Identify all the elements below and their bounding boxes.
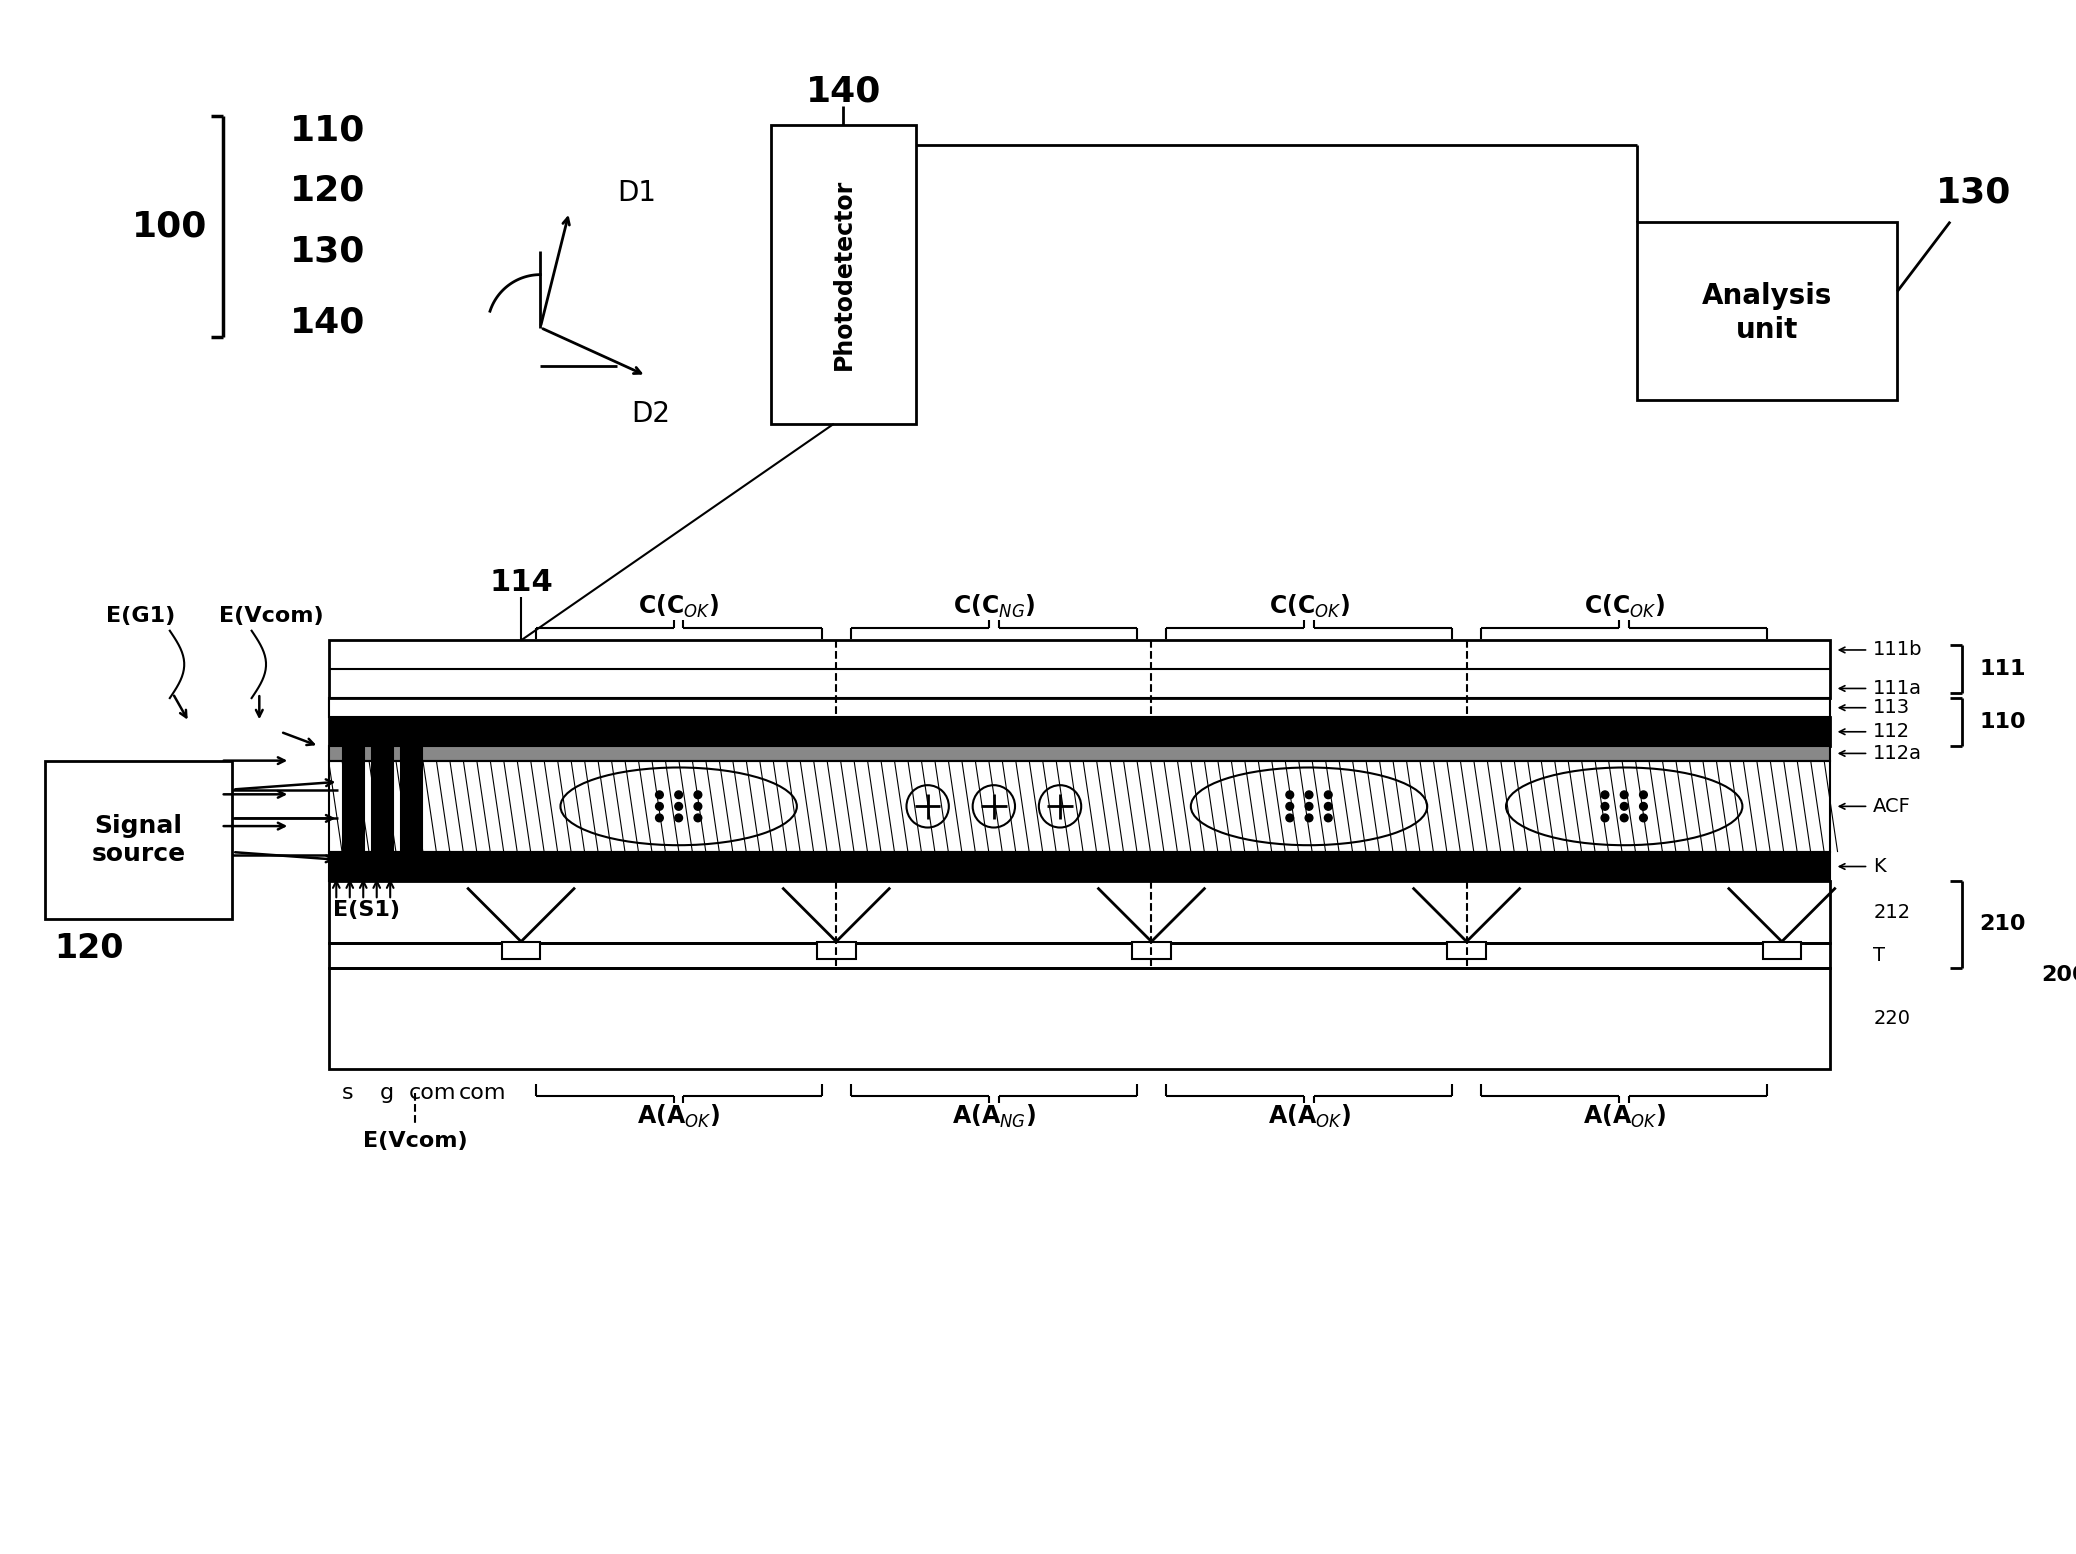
Bar [1638, 222, 1897, 399]
Circle shape [693, 802, 702, 810]
Circle shape [1640, 814, 1646, 822]
Text: A(A$_{OK}$): A(A$_{OK}$) [1268, 1103, 1351, 1130]
Text: 120: 120 [291, 174, 365, 208]
Circle shape [1285, 802, 1293, 810]
Bar [1131, 942, 1171, 959]
Text: D1: D1 [617, 179, 656, 207]
Text: 210: 210 [1978, 914, 2026, 934]
Text: 111a: 111a [1873, 679, 1922, 698]
Text: 114: 114 [490, 569, 552, 597]
Circle shape [693, 791, 702, 799]
Text: 212: 212 [1873, 903, 1910, 922]
Bar [328, 852, 1829, 881]
Bar [328, 640, 1829, 698]
Text: E(Vcom): E(Vcom) [218, 606, 324, 626]
Circle shape [1324, 814, 1333, 822]
Text: 130: 130 [291, 235, 365, 269]
Bar [328, 760, 1829, 852]
Text: 112: 112 [1873, 723, 1910, 741]
Circle shape [1621, 802, 1628, 810]
Circle shape [1601, 791, 1609, 799]
Circle shape [1640, 791, 1646, 799]
Ellipse shape [561, 768, 797, 845]
Text: ACF: ACF [1873, 797, 1912, 816]
Bar [343, 741, 363, 856]
Circle shape [1285, 814, 1293, 822]
Circle shape [1621, 814, 1628, 822]
Circle shape [1621, 791, 1628, 799]
Text: A(A$_{OK}$): A(A$_{OK}$) [637, 1103, 720, 1130]
Circle shape [656, 791, 662, 799]
Text: 110: 110 [1978, 712, 2026, 732]
Bar [502, 942, 540, 959]
Circle shape [1324, 791, 1333, 799]
Bar [1447, 942, 1486, 959]
Text: 111: 111 [1978, 659, 2026, 679]
Bar [1763, 942, 1802, 959]
Text: 140: 140 [291, 306, 365, 340]
Text: com: com [409, 1083, 457, 1103]
Circle shape [693, 814, 702, 822]
Bar [46, 760, 233, 920]
Bar [328, 718, 1829, 746]
Bar [818, 942, 855, 959]
Text: 111b: 111b [1873, 640, 1922, 659]
Circle shape [675, 791, 683, 799]
Bar [328, 698, 1829, 718]
Text: K: K [1873, 856, 1885, 876]
Text: 200: 200 [2041, 965, 2076, 985]
Text: unit: unit [1736, 315, 1798, 343]
Bar [772, 126, 916, 424]
Circle shape [1306, 791, 1312, 799]
Text: source: source [91, 842, 185, 867]
Circle shape [675, 814, 683, 822]
Text: A(A$_{OK}$): A(A$_{OK}$) [1582, 1103, 1665, 1130]
Circle shape [656, 814, 662, 822]
Bar [328, 881, 1829, 943]
Text: Photodetector: Photodetector [832, 179, 855, 370]
Circle shape [1640, 802, 1646, 810]
Bar [328, 746, 1829, 760]
Circle shape [1285, 791, 1293, 799]
Text: 220: 220 [1873, 1009, 1910, 1027]
Bar [372, 741, 392, 856]
Text: E(G1): E(G1) [106, 606, 176, 626]
Circle shape [1306, 814, 1312, 822]
Text: 110: 110 [291, 113, 365, 148]
Circle shape [1601, 802, 1609, 810]
Text: T: T [1873, 946, 1885, 965]
Text: 113: 113 [1873, 698, 1910, 718]
Text: 112a: 112a [1873, 744, 1922, 763]
Text: D2: D2 [631, 399, 671, 427]
Bar [328, 968, 1829, 1069]
Text: E(S1): E(S1) [334, 900, 401, 920]
Text: Signal: Signal [95, 814, 183, 838]
Text: g: g [380, 1083, 394, 1103]
Circle shape [1324, 802, 1333, 810]
Circle shape [656, 802, 662, 810]
Bar [401, 741, 421, 856]
Circle shape [1306, 802, 1312, 810]
Ellipse shape [1192, 768, 1426, 845]
Text: C(C$_{OK}$): C(C$_{OK}$) [637, 594, 718, 620]
Text: 130: 130 [1935, 176, 2012, 210]
Circle shape [675, 802, 683, 810]
Ellipse shape [1505, 768, 1742, 845]
Text: C(C$_{OK}$): C(C$_{OK}$) [1268, 594, 1349, 620]
Text: C(C$_{OK}$): C(C$_{OK}$) [1584, 594, 1665, 620]
Text: com: com [459, 1083, 507, 1103]
Text: C(C$_{NG}$): C(C$_{NG}$) [953, 594, 1036, 620]
Text: E(Vcom): E(Vcom) [363, 1131, 467, 1152]
Bar [328, 943, 1829, 968]
Text: 120: 120 [54, 932, 125, 965]
Circle shape [1601, 814, 1609, 822]
Text: A(A$_{NG}$): A(A$_{NG}$) [951, 1103, 1036, 1130]
Text: 140: 140 [805, 75, 880, 109]
Text: Analysis: Analysis [1702, 283, 1833, 311]
Text: s: s [343, 1083, 353, 1103]
Text: 100: 100 [133, 210, 208, 244]
